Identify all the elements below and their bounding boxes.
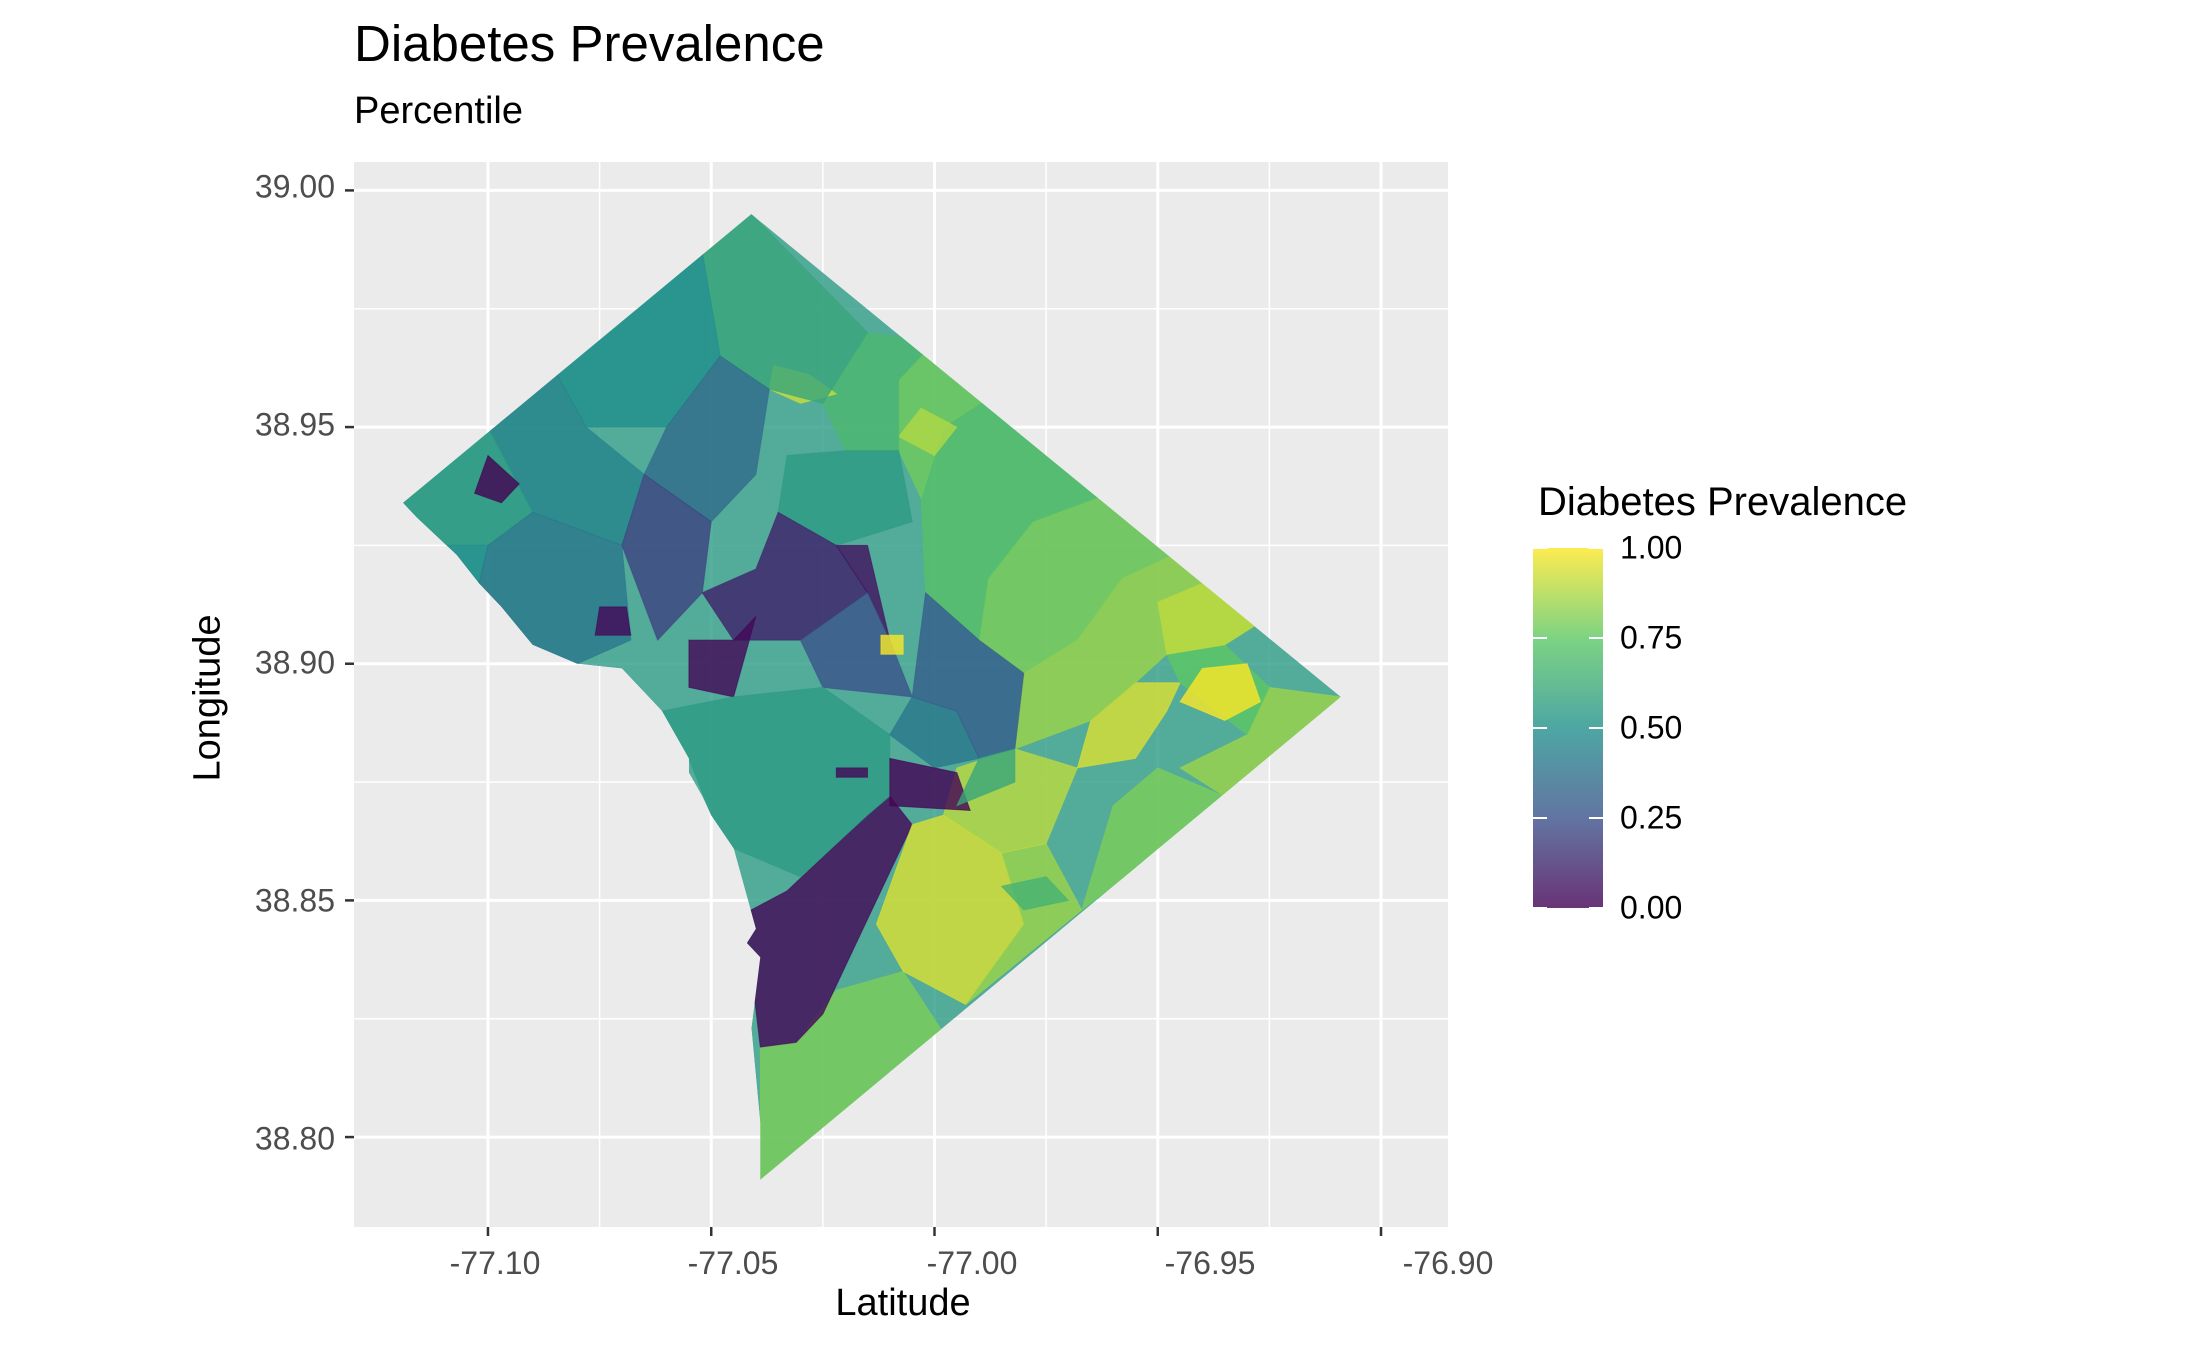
legend-label: 0.00 (1620, 889, 1683, 926)
map-region (661, 686, 891, 878)
legend-label: 0.50 (1620, 709, 1683, 746)
map-region (1000, 876, 1070, 911)
map-region (835, 767, 868, 778)
legend-tick-marks (1533, 547, 1603, 909)
x-tick-label: -77.05 (687, 1245, 779, 1281)
y-tick-label: 38.95 (254, 406, 335, 443)
x-axis-label: Latitude (835, 1282, 971, 1324)
y-tick-label: 38.80 (254, 1120, 335, 1157)
map-region (799, 591, 913, 698)
x-tick-label: -77.00 (926, 1245, 1018, 1281)
map-regions (403, 214, 1341, 1180)
map-region (688, 616, 757, 698)
map-region (955, 748, 1016, 807)
legend-label: 1.00 (1620, 529, 1683, 566)
x-tick-label: -77.10 (449, 1245, 541, 1281)
x-tick-label: -76.95 (1164, 1245, 1256, 1281)
map-region (898, 407, 958, 457)
map-region (473, 454, 520, 504)
y-tick-label: 39.00 (254, 168, 335, 205)
x-tick-label: -76.90 (1402, 1245, 1494, 1281)
y-tick-label: 38.85 (254, 882, 335, 919)
chart-title: Diabetes Prevalence (354, 15, 825, 72)
map-region (478, 511, 632, 665)
axis-tick-marks (345, 189, 1383, 1236)
map-region (621, 473, 712, 642)
map-region (594, 606, 632, 636)
chart-subtitle: Percentile (354, 90, 523, 132)
legend-title: Diabetes Prevalence (1538, 480, 1908, 524)
legend-label: 0.75 (1620, 619, 1683, 656)
y-axis-label: Longitude (186, 614, 229, 782)
map-outline-region (403, 214, 1341, 1180)
legend-label: 0.25 (1620, 799, 1683, 836)
map-region (911, 591, 1025, 759)
map-region (1179, 663, 1262, 722)
map-region (880, 634, 904, 655)
y-tick-label: 38.90 (254, 644, 335, 681)
map-region (889, 757, 971, 812)
